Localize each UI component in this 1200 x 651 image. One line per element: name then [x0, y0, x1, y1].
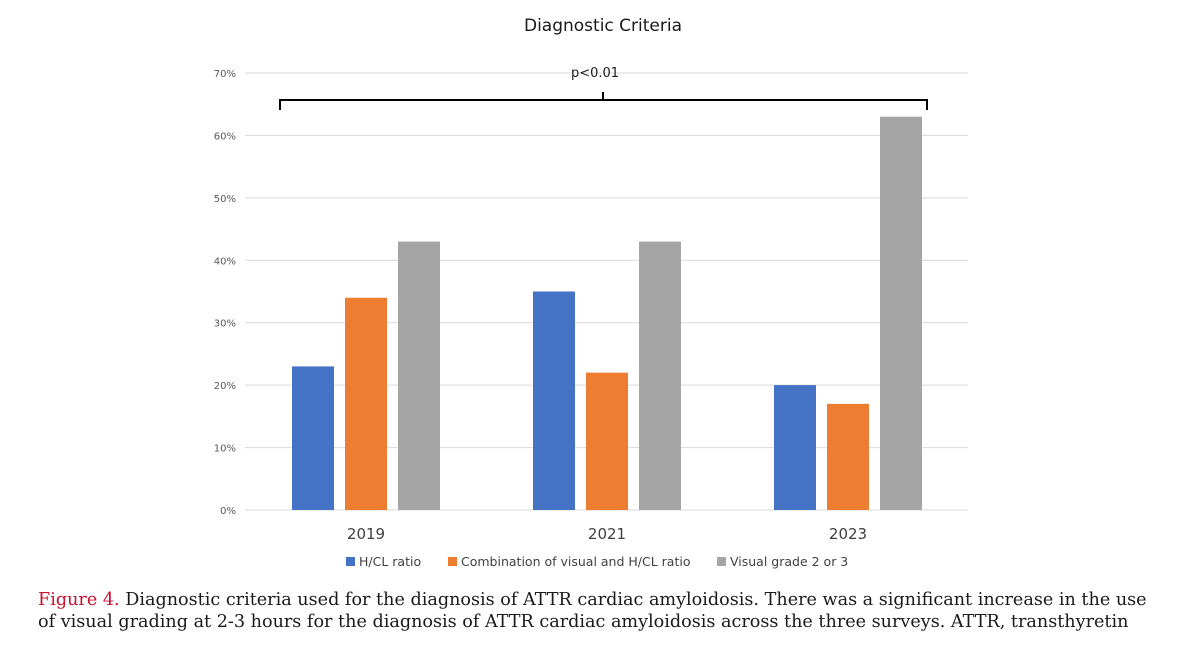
- x-category-label: 2019: [347, 525, 385, 543]
- bar: [398, 241, 440, 511]
- significance-bracket: [279, 92, 928, 110]
- y-axis-ticks: 0% 10% 20% 30% 40% 50% 60% 70%: [214, 69, 236, 517]
- legend-label: H/CL ratio: [359, 554, 421, 569]
- bar: [639, 241, 681, 511]
- legend-label: Combination of visual and H/CL ratio: [461, 554, 690, 569]
- figure-caption: Figure 4. Diagnostic criteria used for t…: [38, 589, 1168, 633]
- bar: [827, 403, 869, 510]
- y-tick-label: 60%: [214, 131, 236, 142]
- chart-title: Diagnostic Criteria: [524, 16, 682, 36]
- x-category-label: 2021: [588, 525, 626, 543]
- significance-annotation: p<0.01: [279, 66, 928, 110]
- legend-label: Visual grade 2 or 3: [730, 554, 848, 569]
- caption-text: Diagnostic criteria used for the diagnos…: [38, 590, 1147, 632]
- legend-swatch: [448, 557, 457, 566]
- bar-chart: Diagnostic Criteria 0% 10% 20% 30% 40% 50% 60%…: [214, 16, 968, 569]
- bar: [880, 116, 922, 510]
- y-tick-label: 70%: [214, 69, 236, 80]
- legend-swatch: [717, 557, 726, 566]
- legend: H/CL ratio Combination of visual and H/CL…: [346, 554, 848, 569]
- y-tick-label: 10%: [214, 444, 236, 455]
- y-tick-label: 30%: [214, 319, 236, 330]
- significance-label: p<0.01: [571, 66, 619, 81]
- bar: [533, 291, 575, 510]
- bars: [292, 116, 922, 511]
- x-axis-categories: 2019 2021 2023: [347, 525, 867, 543]
- y-tick-label: 20%: [214, 381, 236, 392]
- y-tick-label: 50%: [214, 194, 236, 205]
- x-category-label: 2023: [829, 525, 867, 543]
- bar: [345, 297, 387, 510]
- y-tick-label: 40%: [214, 256, 236, 267]
- bar: [586, 372, 628, 510]
- figure-label: Figure 4.: [38, 590, 120, 610]
- bar: [774, 385, 816, 510]
- y-tick-label: 0%: [220, 506, 236, 517]
- legend-swatch: [346, 557, 355, 566]
- bar: [292, 366, 334, 510]
